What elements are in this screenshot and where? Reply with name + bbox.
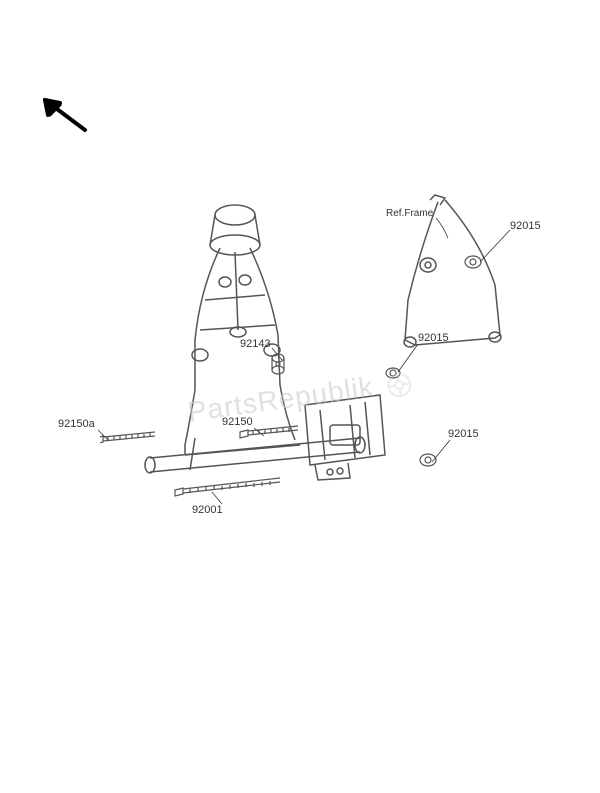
diagram-container: Ref.Frame 92015 92015 92015 92143 92150 … <box>0 0 600 793</box>
leader-line <box>252 426 266 438</box>
leader-line <box>428 216 458 246</box>
part-callout-92015-1: 92015 <box>510 220 541 232</box>
reference-frame-label: Ref.Frame <box>386 208 433 219</box>
part-callout-92150: 92150 <box>222 416 253 428</box>
leader-line <box>96 428 110 442</box>
leader-line <box>210 490 226 506</box>
part-callout-92143: 92143 <box>240 338 271 350</box>
leader-line <box>270 346 284 362</box>
leader-line <box>430 438 452 464</box>
part-callout-92015-2: 92015 <box>418 332 449 344</box>
leader-line <box>478 228 513 264</box>
navigation-arrow-icon <box>40 95 100 150</box>
part-callout-92015-3: 92015 <box>448 428 479 440</box>
leader-line <box>396 342 421 374</box>
part-callout-92150a: 92150a <box>58 418 95 430</box>
